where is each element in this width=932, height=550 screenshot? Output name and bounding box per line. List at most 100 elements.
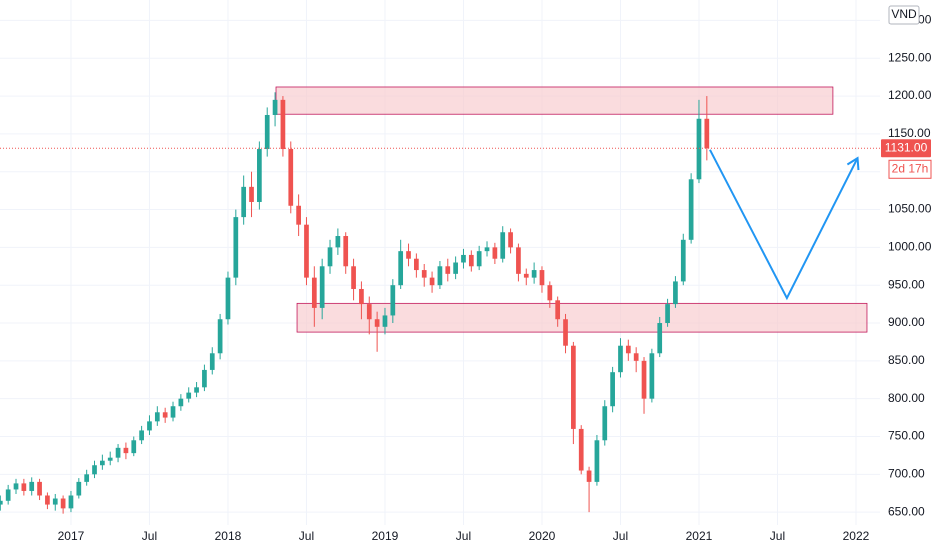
candle-body — [280, 99, 286, 150]
candle-body — [241, 186, 247, 218]
candle-body — [296, 205, 301, 225]
currency-badge — [888, 5, 920, 25]
candle-body — [147, 421, 152, 431]
candle-body — [688, 179, 694, 240]
candle-body — [29, 481, 35, 491]
y-tick-label: 850.00 — [888, 353, 925, 367]
y-tick-label: 900.00 — [888, 315, 925, 329]
candle-body — [107, 457, 113, 461]
y-tick-label: 1000.00 — [888, 240, 932, 254]
candle-body — [492, 247, 498, 259]
candle-body — [0, 500, 3, 505]
candle-body — [414, 258, 419, 271]
x-tick-label: Jul — [299, 529, 314, 543]
candle-body — [476, 251, 482, 267]
y-tick-label: 1150.00 — [888, 126, 931, 140]
candle-body — [76, 481, 82, 496]
candle-body — [445, 266, 451, 274]
candle-body — [264, 114, 270, 150]
candle-body — [154, 412, 160, 422]
candle-body — [170, 406, 176, 418]
x-tick-label: Jul — [142, 529, 157, 543]
candle-body — [272, 99, 278, 115]
candle-body — [390, 285, 396, 316]
x-tick-label: Jul — [613, 529, 628, 543]
candle-body — [68, 495, 74, 509]
candle-body — [52, 498, 58, 505]
candle-body — [288, 149, 294, 206]
candle-body — [209, 353, 215, 370]
y-tick-label: 1050.00 — [888, 202, 932, 216]
candle-body — [665, 304, 670, 324]
projection-line — [709, 149, 859, 301]
candle-body — [202, 369, 207, 388]
candle-body — [680, 239, 686, 282]
candle-body — [249, 186, 254, 202]
candle-body — [563, 319, 568, 346]
candle-body — [673, 281, 678, 305]
x-tick-label: Jul — [770, 529, 785, 543]
candle-body — [319, 266, 325, 308]
candle-body — [437, 266, 443, 286]
candle-body — [555, 300, 561, 320]
candle-body — [586, 470, 592, 482]
candle-body — [571, 345, 576, 429]
countdown-badge — [888, 159, 932, 179]
candle-body — [178, 398, 184, 407]
candle-body — [5, 489, 11, 501]
candle-body — [343, 236, 349, 267]
candle-body — [327, 247, 333, 267]
candle-body — [398, 251, 404, 286]
x-tick-label: 2017 — [58, 529, 85, 543]
candle-body — [304, 224, 309, 278]
candle-body — [523, 273, 529, 278]
candle-body — [257, 149, 262, 202]
candle-body — [421, 270, 427, 278]
currency-label: VND — [891, 7, 917, 21]
y-tick-label: 650.00 — [888, 504, 925, 518]
candle-body — [602, 406, 608, 441]
candle-body — [225, 277, 231, 320]
candle-body — [374, 319, 380, 327]
candle-body — [194, 387, 199, 393]
candle-body — [351, 266, 356, 289]
candle-body — [382, 315, 388, 327]
candle-body — [696, 118, 702, 180]
last-price-badge — [881, 139, 931, 158]
candle-body — [233, 217, 239, 278]
candle-body — [657, 323, 663, 354]
candle-body — [21, 483, 27, 491]
candle-body — [618, 345, 623, 373]
candle-body — [453, 262, 458, 274]
candle-body — [484, 247, 490, 252]
y-tick-label: 800.00 — [888, 391, 925, 405]
countdown-label: 2d 17h — [892, 161, 929, 175]
price-zone — [275, 86, 834, 115]
candle-body — [641, 360, 647, 399]
x-tick-label: 2018 — [215, 529, 242, 543]
last-price-label: 1131.00 — [885, 140, 928, 154]
candle-body — [45, 495, 50, 505]
candle-body — [359, 288, 364, 305]
candle-body — [37, 481, 42, 496]
y-tick-label: 1250.00 — [888, 50, 932, 64]
candle-body — [704, 118, 710, 149]
candle-body — [461, 254, 466, 263]
candle-body — [531, 270, 537, 278]
candle-body — [13, 483, 19, 490]
candle-body — [139, 430, 144, 441]
candle-body — [311, 277, 317, 308]
candle-body — [217, 319, 223, 354]
candle-body — [610, 372, 615, 407]
candle-body — [366, 304, 372, 320]
candle-body — [162, 412, 168, 418]
y-tick-label: 1200.00 — [888, 88, 932, 102]
candle-body — [649, 353, 655, 399]
candle-body — [131, 440, 137, 454]
candle-body — [100, 460, 105, 466]
candle-body — [92, 465, 97, 475]
candle-body — [84, 474, 90, 482]
candle-body — [60, 498, 66, 509]
